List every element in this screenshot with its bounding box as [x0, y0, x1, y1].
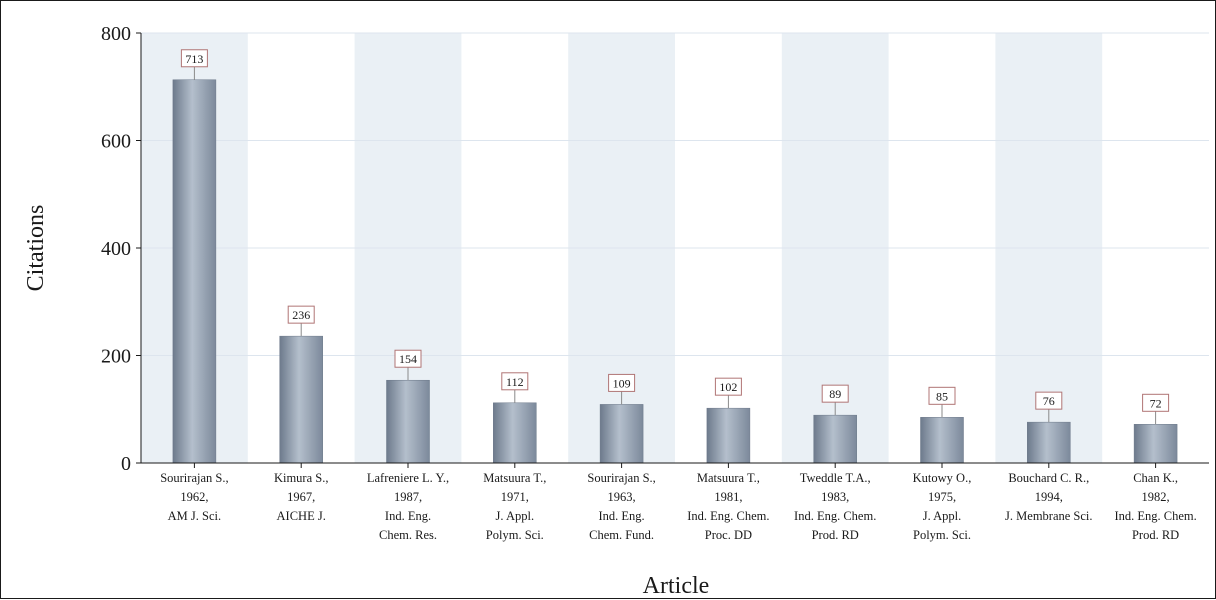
bar — [1133, 424, 1178, 464]
bar — [920, 417, 964, 464]
data-label: 713 — [185, 52, 203, 66]
bar — [279, 335, 323, 464]
y-tick-label: 200 — [101, 346, 131, 368]
x-category-label: Matsuura T., 1971, J. Appl. Polym. Sci. — [483, 471, 546, 542]
data-label: 236 — [292, 308, 310, 322]
bar — [706, 407, 751, 464]
x-category-label: Kimura S., 1967, AICHE J. — [274, 471, 329, 523]
bar — [1027, 421, 1071, 464]
bar — [493, 402, 537, 464]
gridlines — [141, 32, 1209, 356]
data-label-box — [821, 384, 849, 403]
y-tick-label: 400 — [101, 238, 131, 260]
data-label-box — [928, 386, 956, 405]
y-tick-labels: 0 200 400 600 800 — [101, 23, 141, 475]
data-label-box — [287, 305, 315, 324]
bar — [813, 414, 857, 464]
data-label: 112 — [506, 375, 524, 389]
data-label-box — [501, 372, 529, 391]
data-label-box — [1142, 393, 1170, 412]
x-category-label: Kutowy O., 1975, J. Appl. Polym. Sci. — [913, 471, 972, 542]
x-category-label: Tweddle T.A., 1983, Ind. Eng. Chem. Prod. R… — [794, 471, 876, 542]
x-axis-title: Article — [643, 573, 710, 599]
bar — [172, 79, 217, 464]
bar — [599, 404, 644, 464]
y-tick-label: 800 — [101, 23, 131, 45]
bar — [386, 379, 430, 464]
data-label: 72 — [1150, 396, 1162, 410]
x-category-labels: Sourirajan S., 1962, AM J. Sci. Kimura S., 1… — [160, 463, 1197, 542]
data-label: 89 — [829, 387, 841, 401]
data-label: 102 — [719, 380, 737, 394]
data-label-box — [608, 373, 636, 392]
data-label: 154 — [399, 352, 417, 366]
x-category-label: Bouchard C. R., 1994, J. Membrane Sci. — [1005, 471, 1092, 523]
y-axis-title: Citations — [23, 205, 49, 292]
data-label: 109 — [613, 376, 631, 390]
data-label-box — [1035, 391, 1063, 410]
data-label-box — [180, 49, 208, 68]
data-label-box — [394, 349, 422, 368]
data-label: 85 — [936, 389, 948, 403]
x-category-label: Sourirajan S., 1962, AM J. Sci. — [160, 471, 228, 523]
y-tick-label: 600 — [101, 131, 131, 153]
data-labels: 713 236 154 112 109 102 89 85 76 72 — [180, 49, 1170, 425]
x-category-label: Matsuura T., 1981, Ind. Eng. Chem. Proc. DD — [687, 471, 769, 542]
x-category-label: Sourirajan S., 1963, Ind. Eng. Chem. Fund. — [587, 471, 655, 542]
x-category-label: Lafreniere L. Y., 1987, Ind. Eng. Chem. Res… — [367, 471, 449, 542]
x-category-label: Chan K., 1982, Ind. Eng. Chem. Prod. RD — [1114, 471, 1196, 542]
data-label: 76 — [1043, 394, 1055, 408]
y-tick-label: 0 — [121, 453, 131, 475]
data-label-box — [714, 377, 742, 396]
